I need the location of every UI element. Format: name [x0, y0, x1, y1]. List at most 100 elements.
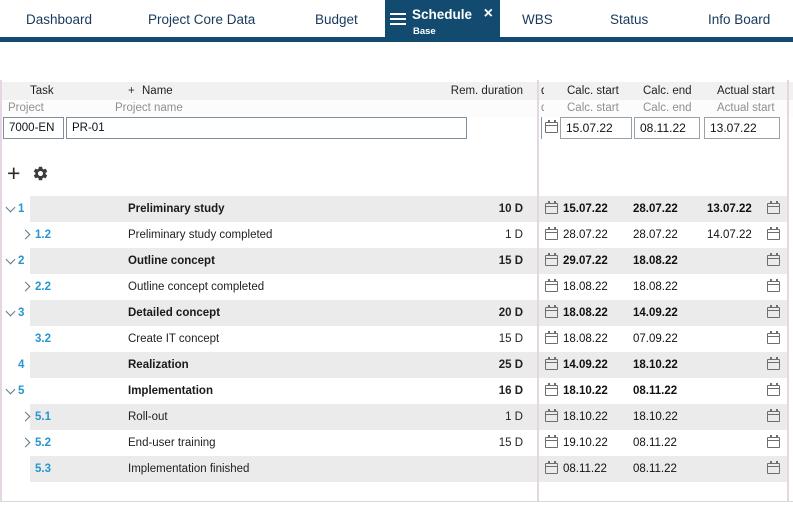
- task-number: 3.2: [35, 333, 51, 345]
- task-number: 4: [18, 359, 25, 371]
- calc-start-date: 18.08.22: [563, 307, 608, 319]
- task-row[interactable]: 5.2 End-user training 15 D 19.10.22 08.1…: [0, 430, 793, 456]
- project-calc-end-input[interactable]: 08.11.22: [634, 117, 700, 139]
- calendar-icon[interactable]: [545, 435, 558, 448]
- tab-status[interactable]: Status: [610, 12, 649, 27]
- task-row[interactable]: 3.2 Create IT concept 15 D 18.08.22 07.0…: [0, 326, 793, 352]
- calc-start-date: 29.07.22: [563, 255, 608, 267]
- calendar-icon[interactable]: [767, 357, 780, 370]
- add-column-icon[interactable]: +: [128, 85, 135, 97]
- task-row[interactable]: 2 Outline concept 15 D 29.07.22 18.08.22: [0, 248, 793, 274]
- column-header-task[interactable]: Task: [30, 85, 54, 97]
- chevron-down-icon[interactable]: [5, 254, 16, 265]
- task-number: 2: [18, 255, 25, 267]
- calendar-icon[interactable]: [545, 461, 558, 474]
- chevron-right-icon[interactable]: [20, 411, 31, 422]
- column-header-rem-duration[interactable]: Rem. duration: [450, 85, 523, 97]
- calc-start-date: 14.09.22: [563, 359, 608, 371]
- calc-start-date: 18.08.22: [563, 281, 608, 293]
- task-number: 3: [18, 307, 25, 319]
- task-row[interactable]: 5.1 Roll-out 1 D 18.10.22 18.10.22: [0, 404, 793, 430]
- chevron-down-icon[interactable]: [5, 202, 16, 213]
- calc-start-date: 08.11.22: [563, 463, 607, 475]
- project-name-input[interactable]: PR-01: [66, 117, 467, 139]
- calc-end-date: 28.07.22: [633, 203, 678, 215]
- task-row[interactable]: 5 Implementation 16 D 18.10.22 08.11.22: [0, 378, 793, 404]
- actual-start-date: 14.07.22: [707, 229, 752, 241]
- calc-start-date: 18.10.22: [563, 411, 608, 423]
- calc-end-date: 14.09.22: [633, 307, 678, 319]
- hamburger-icon[interactable]: [390, 13, 406, 25]
- pane-splitter[interactable]: [787, 80, 789, 501]
- task-duration: 15 D: [498, 437, 523, 449]
- column-header-calc-end[interactable]: Calc. end: [643, 85, 692, 97]
- calendar-icon[interactable]: [767, 331, 780, 344]
- project-calc-start-input[interactable]: 15.07.22: [560, 117, 632, 139]
- calendar-icon[interactable]: [545, 357, 558, 370]
- calendar-icon[interactable]: [545, 201, 558, 214]
- subheader-actual-start: Actual start: [717, 102, 775, 114]
- task-row[interactable]: 5.3 Implementation finished 08.11.22 08.…: [0, 456, 793, 482]
- calendar-icon[interactable]: [767, 461, 780, 474]
- calc-end-date: 18.08.22: [633, 255, 678, 267]
- add-task-button[interactable]: +: [7, 160, 21, 186]
- task-row[interactable]: 3 Detailed concept 20 D 18.08.22 14.09.2…: [0, 300, 793, 326]
- task-row[interactable]: 2.2 Outline concept completed 18.08.22 1…: [0, 274, 793, 300]
- calendar-icon[interactable]: [767, 227, 780, 240]
- calendar-icon[interactable]: [767, 279, 780, 292]
- calendar-icon[interactable]: [767, 253, 780, 266]
- calendar-icon[interactable]: [545, 253, 558, 266]
- column-header-name[interactable]: Name: [142, 85, 173, 97]
- calendar-icon[interactable]: [545, 279, 558, 292]
- calc-start-date: 19.10.22: [563, 437, 608, 449]
- task-name: End-user training: [128, 437, 216, 449]
- task-name: Outline concept completed: [128, 281, 265, 293]
- column-header-actual-start[interactable]: Actual start: [717, 85, 775, 97]
- calendar-icon[interactable]: [767, 305, 780, 318]
- clipped-column-fragment: d: [541, 102, 544, 114]
- tab-project-core-data[interactable]: Project Core Data: [148, 12, 256, 27]
- chevron-right-icon[interactable]: [20, 437, 31, 448]
- gear-icon[interactable]: [32, 165, 49, 182]
- close-icon[interactable]: ×: [483, 5, 493, 22]
- pane-splitter[interactable]: [537, 80, 539, 501]
- column-header-calc-start[interactable]: Calc. start: [567, 85, 619, 97]
- calendar-icon[interactable]: [767, 201, 780, 214]
- tab-schedule-active[interactable]: Schedule × Base: [385, 0, 500, 42]
- chevron-right-icon[interactable]: [20, 229, 31, 240]
- tab-info-board[interactable]: Info Board: [708, 12, 771, 27]
- calendar-icon[interactable]: [545, 227, 558, 240]
- subheader-project: Project: [8, 102, 44, 114]
- calc-end-date: 08.11.22: [633, 463, 677, 475]
- calendar-icon[interactable]: [545, 305, 558, 318]
- subheader-calc-start: Calc. start: [567, 102, 619, 114]
- tab-schedule-label: Schedule: [412, 7, 473, 22]
- tab-dashboard[interactable]: Dashboard: [26, 12, 93, 27]
- project-actual-start-input[interactable]: 13.07.22: [704, 117, 780, 139]
- task-row[interactable]: 1 Preliminary study 10 D 15.07.22 28.07.…: [0, 196, 793, 222]
- project-id-input[interactable]: 7000-EN: [3, 117, 64, 139]
- calendar-icon[interactable]: [545, 120, 558, 133]
- task-number: 5.3: [35, 463, 51, 475]
- chevron-right-icon[interactable]: [20, 281, 31, 292]
- task-number: 1.2: [35, 229, 51, 241]
- task-row[interactable]: 4 Realization 25 D 14.09.22 18.10.22: [0, 352, 793, 378]
- grid-header-row: Task + Name Rem. duration d Calc. start …: [0, 82, 793, 100]
- calendar-icon[interactable]: [767, 409, 780, 422]
- calendar-icon[interactable]: [767, 383, 780, 396]
- chevron-down-icon[interactable]: [5, 306, 16, 317]
- calendar-icon[interactable]: [545, 331, 558, 344]
- calendar-icon[interactable]: [545, 409, 558, 422]
- tab-budget[interactable]: Budget: [315, 12, 358, 27]
- calc-end-date: 08.11.22: [633, 437, 677, 449]
- grid-bottom-border: [0, 501, 793, 502]
- calendar-icon[interactable]: [545, 383, 558, 396]
- task-number: 2.2: [35, 281, 51, 293]
- pane-divider: [0, 80, 2, 501]
- task-row[interactable]: 1.2 Preliminary study completed 1 D 28.0…: [0, 222, 793, 248]
- tab-wbs[interactable]: WBS: [522, 12, 553, 27]
- calendar-icon[interactable]: [767, 435, 780, 448]
- task-name: Create IT concept: [128, 333, 220, 345]
- chevron-down-icon[interactable]: [5, 384, 16, 395]
